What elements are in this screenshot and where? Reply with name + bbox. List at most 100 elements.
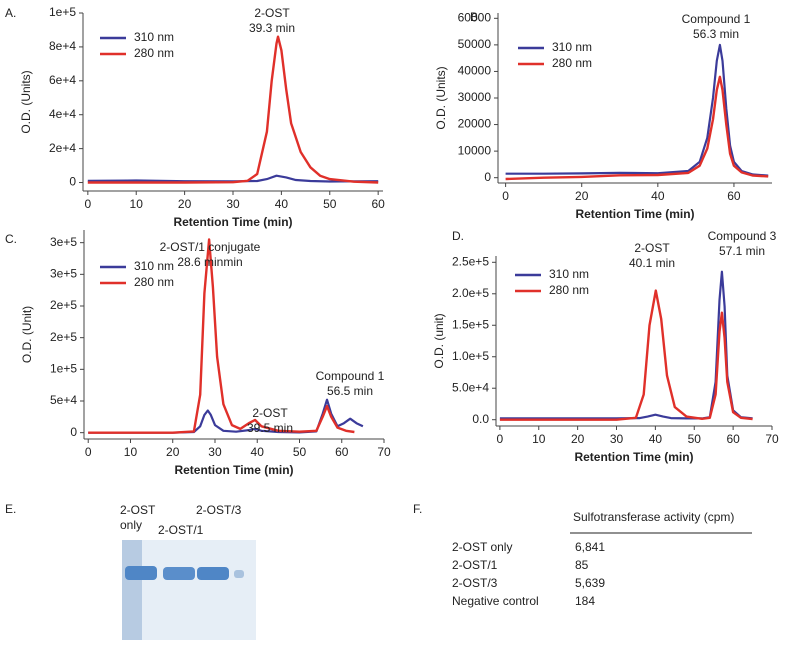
- x-tick-label: 0: [84, 197, 91, 211]
- peak-annotation: 28.6 minmin: [177, 255, 242, 269]
- gel-edge: [122, 540, 142, 640]
- gel-band: [163, 567, 195, 580]
- y-tick-label: 3e+5: [50, 235, 77, 249]
- table-row-label: Negative control: [452, 594, 539, 608]
- x-tick-label: 10: [130, 197, 144, 211]
- peak-annotation: 57.1 min: [719, 244, 765, 258]
- gel-image: [122, 540, 256, 640]
- x-tick-label: 0: [85, 445, 92, 459]
- x-tick-label: 60: [726, 432, 740, 446]
- x-tick-label: 20: [178, 197, 192, 211]
- peak-annotation: 2-OST: [254, 6, 290, 20]
- legend-label: 280 nm: [134, 46, 174, 60]
- x-tick-label: 50: [323, 197, 337, 211]
- series-line: [505, 75, 769, 181]
- lane-label: 2-OST: [120, 503, 156, 517]
- y-tick-label: 10000: [458, 143, 492, 157]
- y-axis-label: O.D. (unit): [432, 313, 446, 368]
- y-tick-label: 20000: [458, 117, 492, 131]
- table-row-label: 2-OST/1: [452, 558, 498, 572]
- series-line: [87, 35, 379, 184]
- x-tick-label: 40: [649, 432, 663, 446]
- y-tick-label: 30000: [458, 90, 492, 104]
- y-tick-label: 5e+4: [50, 393, 77, 407]
- x-tick-label: 50: [688, 432, 702, 446]
- series-line: [499, 289, 753, 421]
- table-value: 5,639: [575, 576, 605, 590]
- panel-label: E.: [5, 502, 16, 516]
- legend-label: 310 nm: [549, 267, 589, 281]
- x-tick-label: 50: [293, 445, 307, 459]
- panel-label: F.: [413, 502, 422, 516]
- table-value: 85: [575, 558, 589, 572]
- y-tick-label: 6e+4: [49, 73, 76, 87]
- y-tick-label: 0: [484, 170, 491, 184]
- panel-label: D.: [452, 229, 464, 243]
- gel: [122, 540, 256, 640]
- y-tick-label: 4e+4: [49, 107, 76, 121]
- lane-label: 2-OST/1: [158, 523, 204, 537]
- x-tick-label: 20: [571, 432, 585, 446]
- x-tick-label: 40: [275, 197, 289, 211]
- peak-annotation: 2-OST: [252, 406, 288, 420]
- peak-annotation: 56.5 min: [327, 384, 373, 398]
- peak-annotation: 2-OST: [634, 241, 670, 255]
- lane-label: only: [120, 518, 142, 532]
- y-tick-label: 0: [69, 175, 76, 189]
- peak-annotation: 2-OST/1 conjugate: [160, 240, 261, 254]
- series-line: [87, 174, 379, 183]
- series-line: [505, 43, 769, 177]
- y-axis-label: O.D. (Units): [19, 70, 33, 133]
- x-axis-label: Retention Time (min): [574, 450, 693, 464]
- y-tick-label: 1e+5: [49, 5, 76, 19]
- legend-label: 310 nm: [552, 40, 592, 54]
- y-tick-label: 2e+4: [49, 141, 76, 155]
- gel-band: [234, 570, 244, 578]
- y-tick-label: 1.0e+5: [452, 349, 489, 363]
- x-axis-label: Retention Time (min): [174, 463, 293, 477]
- y-tick-label: 50000: [458, 37, 492, 51]
- peak-annotation: Compound 1: [316, 369, 385, 383]
- x-tick-label: 70: [765, 432, 779, 446]
- panel-label: A.: [5, 6, 16, 20]
- y-axis-label: O.D. (Units): [434, 66, 448, 129]
- peak-annotation: Compound 3: [708, 229, 777, 243]
- y-tick-label: 60000: [458, 10, 492, 24]
- y-tick-label: 1e+5: [50, 362, 77, 376]
- x-tick-label: 10: [124, 445, 138, 459]
- x-tick-label: 30: [208, 445, 222, 459]
- peak-annotation: 39.5 min: [247, 421, 293, 435]
- y-tick-label: 0.0: [472, 412, 489, 426]
- x-tick-label: 40: [251, 445, 265, 459]
- y-tick-label: 8e+4: [49, 39, 76, 53]
- x-axis-label: Retention Time (min): [173, 215, 292, 229]
- table-value: 6,841: [575, 540, 605, 554]
- legend-label: 310 nm: [134, 30, 174, 44]
- x-axis-label: Retention Time (min): [575, 207, 694, 221]
- panel-label: C.: [5, 232, 17, 246]
- y-tick-label: 2e+5: [50, 298, 77, 312]
- x-tick-label: 10: [532, 432, 546, 446]
- peak-annotation: 40.1 min: [629, 256, 675, 270]
- y-tick-label: 0: [70, 425, 77, 439]
- x-tick-label: 20: [166, 445, 180, 459]
- y-tick-label: 2e+5: [50, 330, 77, 344]
- y-tick-label: 40000: [458, 64, 492, 78]
- gel-band: [125, 566, 157, 580]
- y-tick-label: 5.0e+4: [452, 380, 489, 394]
- peak-annotation: 39.3 min: [249, 21, 295, 35]
- x-tick-label: 60: [727, 189, 741, 203]
- series-line: [88, 238, 355, 434]
- legend-label: 280 nm: [549, 283, 589, 297]
- table-value: 184: [575, 594, 595, 608]
- y-tick-label: 2.0e+5: [452, 286, 489, 300]
- gel-band: [197, 567, 229, 580]
- y-tick-label: 1.5e+5: [452, 317, 489, 331]
- legend-label: 310 nm: [134, 259, 174, 273]
- y-tick-label: 3e+5: [50, 267, 77, 281]
- lane-label: 2-OST/3: [196, 503, 242, 517]
- x-tick-label: 60: [371, 197, 385, 211]
- x-tick-label: 30: [226, 197, 240, 211]
- x-tick-label: 70: [377, 445, 391, 459]
